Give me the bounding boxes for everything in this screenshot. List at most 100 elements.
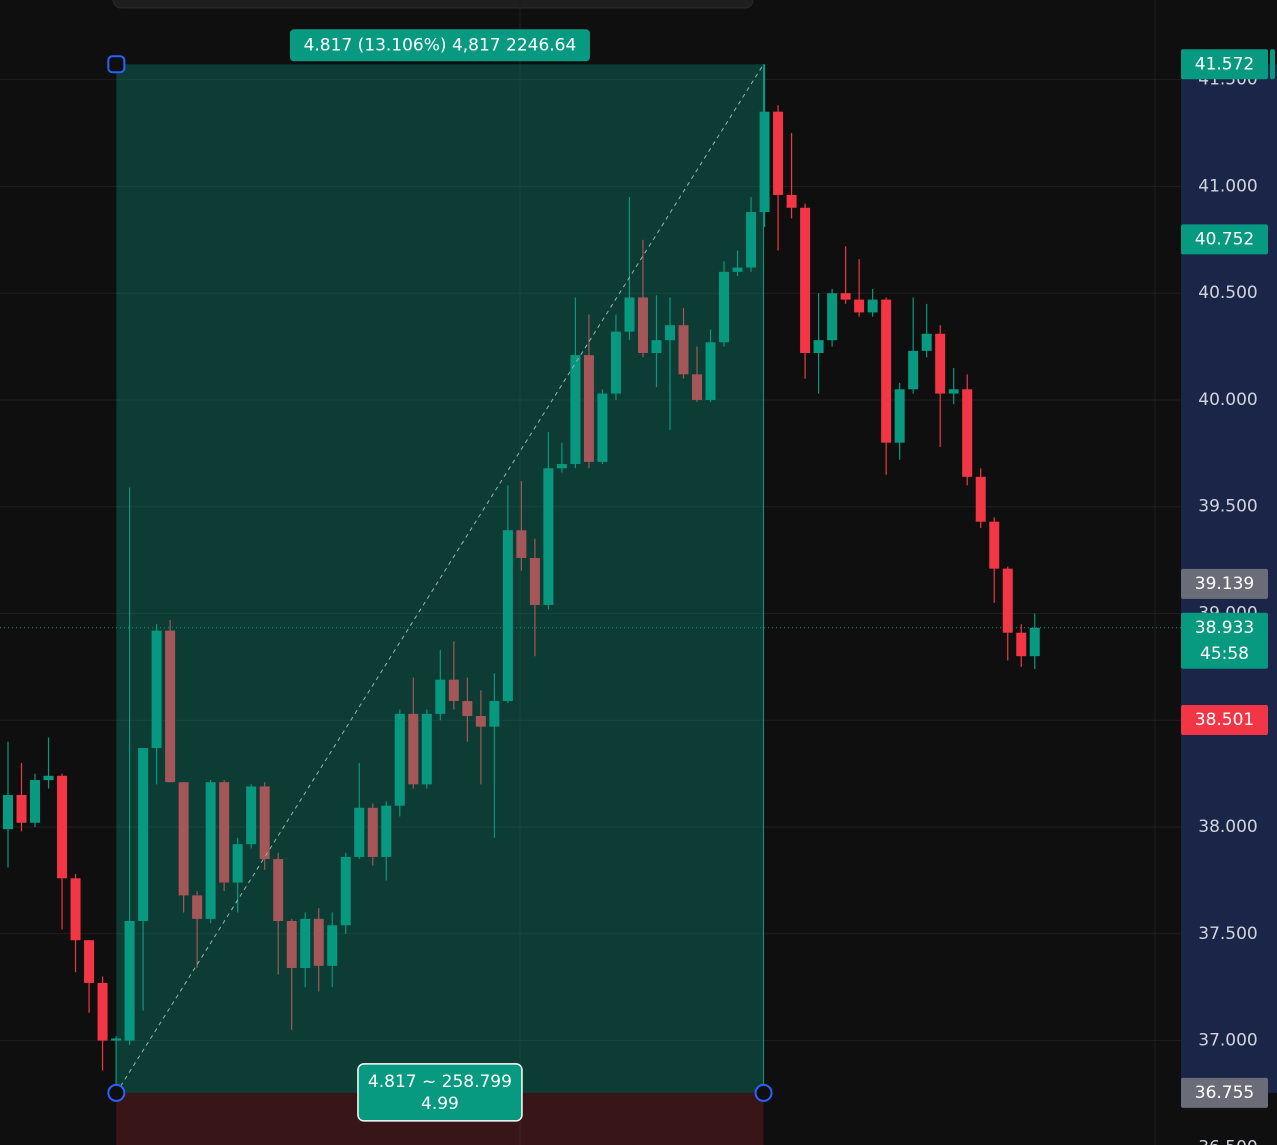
candle-body — [935, 333, 946, 394]
candle-body — [354, 807, 365, 857]
measure-diagonal — [115, 64, 764, 1094]
candle-body — [205, 782, 216, 919]
y-tick-label: 40.000 — [1198, 390, 1257, 410]
y-tick-label: 38.000 — [1198, 817, 1257, 837]
candle-body — [273, 859, 284, 921]
candle-body — [57, 775, 68, 879]
candle-body — [854, 299, 865, 313]
candle-body — [678, 325, 689, 375]
candle-body — [989, 521, 1000, 569]
candle-body — [84, 940, 95, 983]
candle-body — [70, 878, 81, 941]
candle-body — [610, 331, 621, 394]
candle-body — [597, 393, 608, 462]
candle-body — [138, 748, 149, 921]
measure-handle[interactable] — [107, 55, 126, 74]
candle-body — [475, 715, 486, 727]
y-tick-label: 36.500 — [1198, 1137, 1257, 1145]
candle-body — [543, 468, 554, 605]
candle-body — [664, 325, 675, 341]
candle-body — [232, 844, 243, 883]
candle-body — [556, 464, 567, 469]
price-label-tab — [1270, 49, 1275, 80]
candle-body — [300, 918, 311, 968]
candle-body — [489, 701, 500, 727]
candle-body — [30, 780, 41, 823]
price-label-box — [1181, 568, 1268, 599]
candle-body — [111, 1038, 122, 1041]
candle-body — [529, 557, 540, 605]
candle-body — [705, 342, 716, 400]
candle-body — [435, 679, 446, 714]
candle-body — [516, 530, 527, 558]
candle-body — [313, 918, 324, 966]
candle-body — [1002, 568, 1013, 633]
candle-body — [773, 111, 784, 195]
candle-body — [962, 389, 973, 477]
y-tick-label: 40.500 — [1198, 283, 1257, 303]
candle-body — [448, 679, 459, 702]
candle-body — [259, 786, 270, 860]
price-label: 40.752 — [1195, 229, 1254, 249]
measure-bottom-box — [357, 1063, 523, 1122]
candle-body — [827, 293, 838, 341]
candle-body — [881, 299, 892, 443]
y-tick-label: 37.000 — [1198, 1031, 1257, 1051]
candle-body — [732, 267, 743, 272]
measure-top-label: 4.817 (13.106%) 4,817 2246.64 — [304, 35, 577, 55]
price-label-box — [1181, 1077, 1268, 1108]
candle-body — [1029, 627, 1040, 657]
candle-body — [1016, 632, 1027, 657]
candle-body — [894, 389, 905, 443]
candle-body — [367, 807, 378, 857]
measure-bottom-sublabel: 4.99 — [421, 1094, 459, 1114]
price-label: 39.139 — [1195, 574, 1254, 594]
candle-body — [637, 297, 648, 353]
countdown-label: 45:58 — [1200, 644, 1249, 664]
candle-body — [340, 856, 351, 926]
candle-body — [462, 701, 473, 716]
toolbar[interactable] — [112, 0, 754, 9]
price-label-box — [1181, 49, 1268, 80]
candle-body — [394, 713, 405, 806]
last-price-label: 38.933 — [1195, 618, 1254, 638]
price-label: 41.572 — [1195, 54, 1254, 74]
candle-body — [651, 340, 662, 353]
candle-body — [975, 476, 986, 522]
measure-top-box — [289, 29, 590, 62]
measure-bottom-label: 4.817 ~ 258.799 — [368, 1072, 512, 1092]
candle-body — [3, 795, 13, 830]
y-tick-label: 41.000 — [1198, 176, 1257, 196]
y-tick-label: 39.500 — [1198, 497, 1257, 517]
candle-body — [246, 786, 257, 845]
candle-body — [381, 805, 392, 857]
measure-handle[interactable] — [754, 1083, 773, 1102]
candle-body — [624, 297, 635, 332]
candle-body — [719, 271, 730, 343]
candle-body — [43, 775, 54, 781]
candle-body — [867, 299, 878, 313]
candle-body — [813, 340, 824, 353]
last-price-box — [1181, 612, 1268, 669]
candle-body — [124, 920, 135, 1041]
candle-body — [570, 355, 581, 465]
candle-body — [583, 355, 594, 462]
measure-handle[interactable] — [107, 1083, 126, 1102]
price-label-box — [1181, 224, 1268, 255]
candle-body — [692, 374, 703, 400]
candle-body — [908, 350, 919, 390]
candle-body — [16, 795, 27, 823]
price-label: 36.755 — [1195, 1083, 1254, 1103]
candle-body — [746, 212, 757, 268]
candle-body — [192, 895, 203, 919]
candle-body — [151, 630, 162, 749]
y-tick-label: 37.500 — [1198, 924, 1257, 944]
price-label: 38.501 — [1195, 710, 1254, 730]
candle-body — [786, 194, 797, 208]
candle-body — [165, 630, 176, 783]
candle-body — [921, 333, 932, 351]
candle-body — [327, 925, 338, 966]
